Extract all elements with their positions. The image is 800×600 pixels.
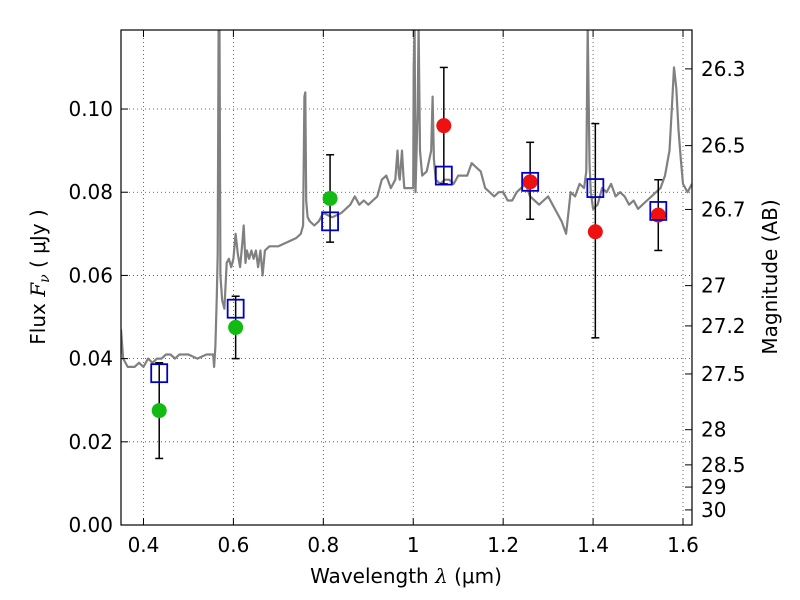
green-point bbox=[228, 319, 244, 335]
right-tick-label: 26.3 bbox=[701, 57, 746, 81]
model-square bbox=[521, 171, 540, 192]
y-tick-label: 0.04 bbox=[68, 347, 113, 371]
y-tick-label: 0.10 bbox=[68, 97, 113, 121]
right-tick-label: 28 bbox=[701, 418, 726, 442]
model-square bbox=[586, 178, 605, 198]
right-tick-label: 28.5 bbox=[701, 453, 746, 477]
x-tick-label: 0.4 bbox=[128, 533, 160, 557]
x-tick-label: 1.2 bbox=[487, 533, 519, 557]
right-tick-label: 29 bbox=[701, 475, 726, 499]
grid-lines bbox=[121, 30, 692, 526]
plot-area bbox=[121, 30, 692, 460]
model-square bbox=[226, 298, 245, 319]
x-tick-label: 1 bbox=[407, 533, 420, 557]
right-tick-label: 26.5 bbox=[701, 134, 746, 158]
ticks: 0.4 0.6 0.8 1 1.2 1.4 1.6 0.00 0.02 0.04 0.06 0.08 0… bbox=[68, 30, 746, 557]
x-tick-label: 1.4 bbox=[577, 533, 609, 557]
axes-frame bbox=[120, 29, 693, 526]
green-point bbox=[322, 190, 338, 206]
y-tick-label: 0.08 bbox=[68, 180, 113, 204]
model-square bbox=[434, 165, 453, 186]
red-point bbox=[650, 207, 666, 223]
right-tick-label: 30 bbox=[701, 498, 726, 522]
model-square bbox=[150, 363, 169, 384]
red-point bbox=[522, 174, 538, 190]
y-axis-label: Flux Fν ( μJy ) bbox=[26, 209, 53, 344]
green-point bbox=[151, 403, 167, 419]
x-axis-label: Wavelength λ (μm) bbox=[310, 564, 502, 588]
x-tick-label: 1.6 bbox=[667, 533, 699, 557]
right-tick-label: 26.7 bbox=[701, 197, 746, 221]
x-tick-label: 0.6 bbox=[217, 533, 249, 557]
spectrum-line bbox=[121, 30, 692, 368]
x-tick-label: 0.8 bbox=[307, 533, 339, 557]
y-tick-label: 0.06 bbox=[68, 263, 113, 287]
model-square bbox=[649, 201, 668, 221]
red-point bbox=[436, 118, 452, 134]
model-square bbox=[321, 211, 339, 232]
right-tick-label: 27.5 bbox=[701, 362, 746, 386]
y-tick-label: 0.02 bbox=[68, 430, 113, 454]
right-tick-label: 27.2 bbox=[701, 314, 746, 338]
y-tick-label: 0.00 bbox=[68, 513, 113, 537]
right-axis-label: Magnitude (AB) bbox=[758, 199, 782, 354]
red-point bbox=[587, 224, 603, 240]
right-tick-label: 27 bbox=[701, 274, 726, 298]
